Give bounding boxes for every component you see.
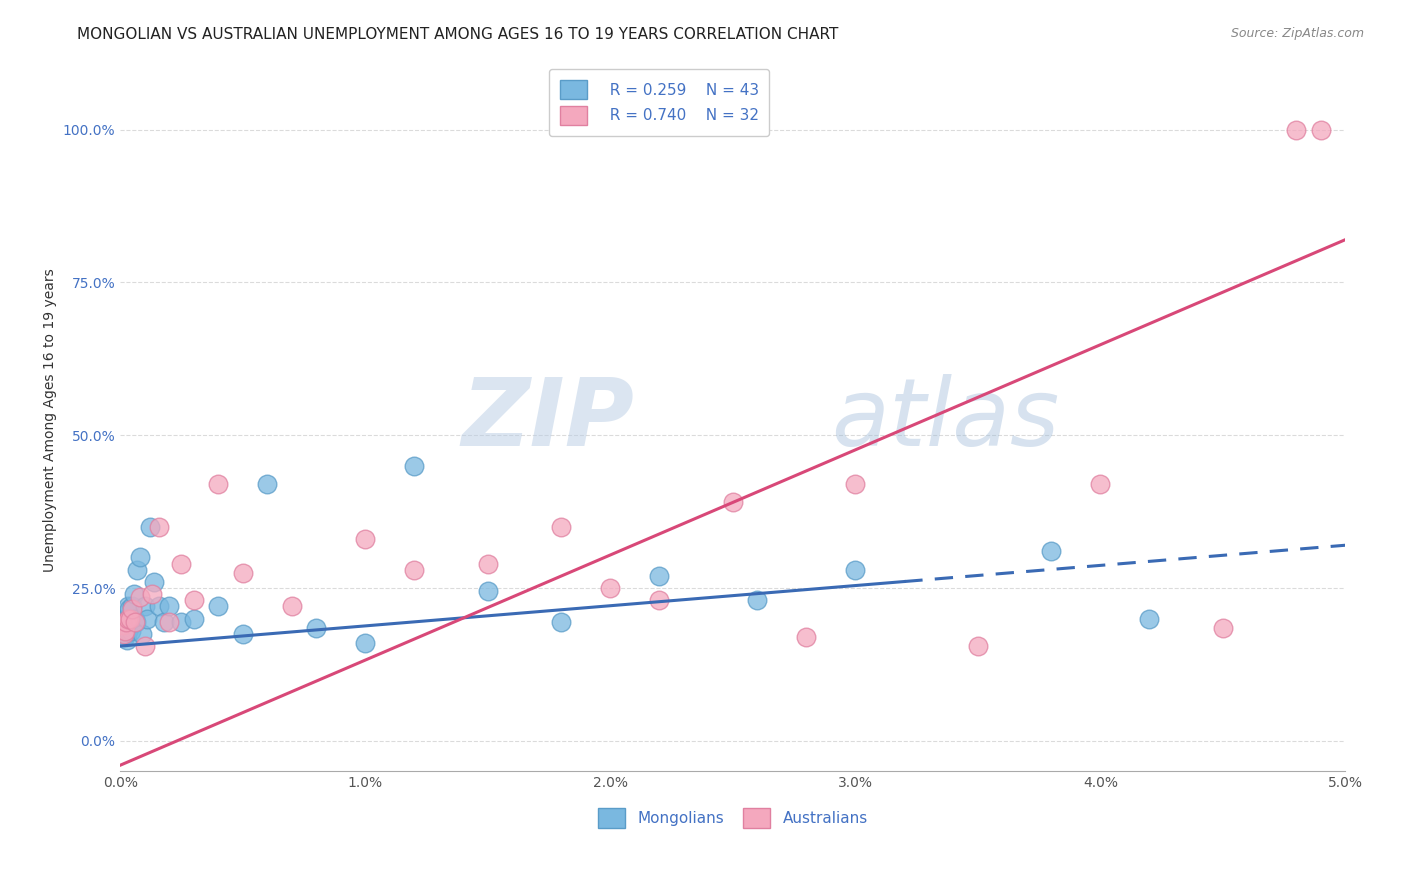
Point <box>305 621 328 635</box>
Point <box>157 599 180 614</box>
Point <box>404 458 426 473</box>
Point <box>115 632 138 647</box>
Point <box>111 615 134 629</box>
Point <box>1285 122 1308 136</box>
Point <box>128 590 150 604</box>
Legend: Mongolians, Australians: Mongolians, Australians <box>592 802 873 834</box>
Point <box>648 593 671 607</box>
Point <box>477 584 499 599</box>
Text: Source: ZipAtlas.com: Source: ZipAtlas.com <box>1230 27 1364 40</box>
Point <box>1137 611 1160 625</box>
Point <box>844 563 866 577</box>
Point <box>117 611 139 625</box>
Point <box>256 477 278 491</box>
Point <box>117 624 139 638</box>
Point <box>966 639 988 653</box>
Point <box>111 617 134 632</box>
Point <box>183 593 205 607</box>
Point <box>124 611 146 625</box>
Point <box>599 581 621 595</box>
Point <box>207 599 229 614</box>
Point <box>115 615 138 629</box>
Point <box>134 599 156 614</box>
Point <box>721 495 744 509</box>
Point <box>747 593 769 607</box>
Point <box>131 627 153 641</box>
Point <box>794 630 817 644</box>
Point <box>124 615 146 629</box>
Point <box>550 615 572 629</box>
Text: MONGOLIAN VS AUSTRALIAN UNEMPLOYMENT AMONG AGES 16 TO 19 YEARS CORRELATION CHART: MONGOLIAN VS AUSTRALIAN UNEMPLOYMENT AMO… <box>77 27 839 42</box>
Point <box>117 599 139 614</box>
Y-axis label: Unemployment Among Ages 16 to 19 years: Unemployment Among Ages 16 to 19 years <box>44 268 58 572</box>
Point <box>112 611 135 625</box>
Point <box>125 615 148 629</box>
Point <box>1309 122 1331 136</box>
Point <box>118 611 141 625</box>
Point <box>354 532 377 546</box>
Point <box>148 599 170 614</box>
Point <box>232 566 254 580</box>
Point <box>121 602 143 616</box>
Point <box>128 550 150 565</box>
Text: atlas: atlas <box>831 375 1059 466</box>
Point <box>148 520 170 534</box>
Point <box>1040 544 1063 558</box>
Point <box>136 611 159 625</box>
Point <box>121 599 143 614</box>
Point <box>157 615 180 629</box>
Point <box>844 477 866 491</box>
Point <box>648 568 671 582</box>
Point <box>477 557 499 571</box>
Text: ZIP: ZIP <box>463 374 634 466</box>
Point <box>127 563 149 577</box>
Point <box>118 615 141 629</box>
Point <box>232 627 254 641</box>
Point <box>138 520 160 534</box>
Point <box>143 574 166 589</box>
Point <box>404 563 426 577</box>
Point <box>122 587 145 601</box>
Point <box>114 630 136 644</box>
Point <box>170 557 193 571</box>
Point <box>134 639 156 653</box>
Point <box>114 627 136 641</box>
Point <box>114 624 136 638</box>
Point <box>183 611 205 625</box>
Point <box>141 587 163 601</box>
Point <box>118 602 141 616</box>
Point <box>114 624 136 638</box>
Point <box>1090 477 1112 491</box>
Point <box>112 627 135 641</box>
Point <box>1212 621 1234 635</box>
Point <box>120 624 142 638</box>
Point <box>207 477 229 491</box>
Point <box>170 615 193 629</box>
Point <box>354 636 377 650</box>
Point <box>115 615 138 629</box>
Point <box>280 599 302 614</box>
Point <box>111 621 134 635</box>
Point <box>153 615 176 629</box>
Point <box>550 520 572 534</box>
Point <box>112 627 135 641</box>
